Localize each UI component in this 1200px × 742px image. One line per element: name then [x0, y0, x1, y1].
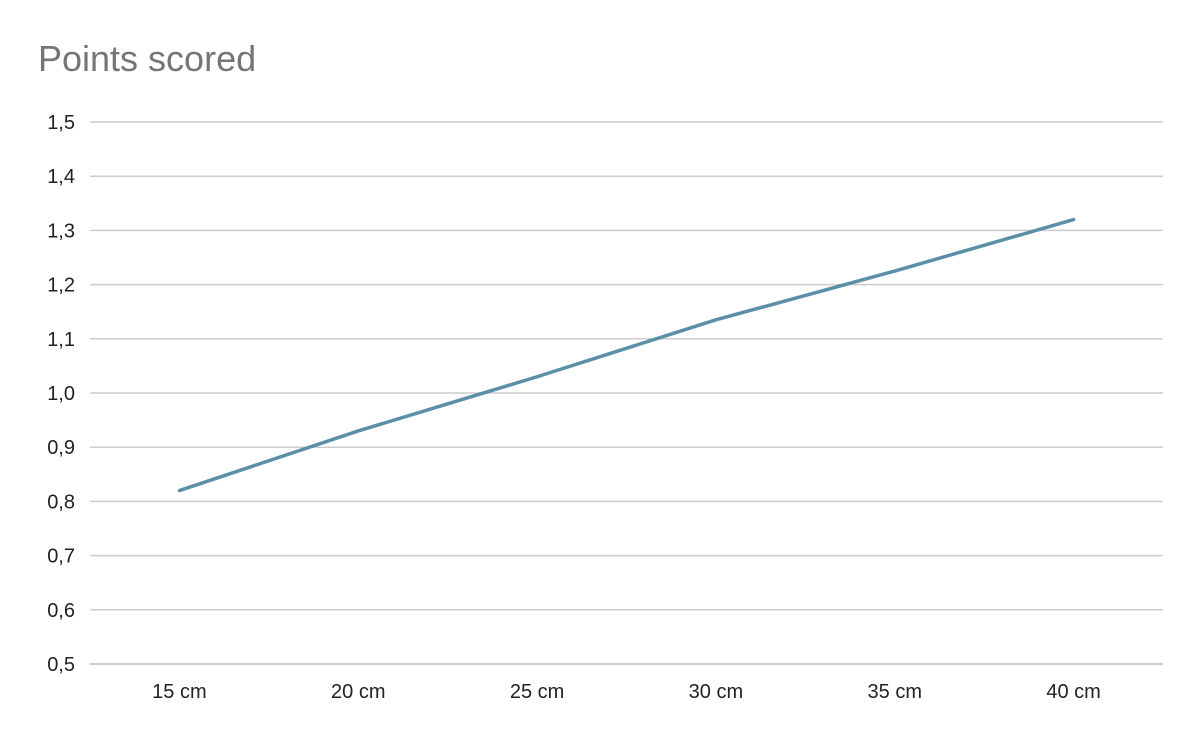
x-tick-label: 15 cm: [152, 681, 206, 703]
x-tick-label: 20 cm: [331, 681, 385, 703]
chart-title: Points scored: [38, 38, 257, 79]
y-tick-label: 0,5: [47, 654, 75, 676]
gridlines: [90, 121, 1163, 665]
x-tick-label: 35 cm: [868, 681, 922, 703]
y-tick-label: 0,8: [47, 491, 75, 513]
x-tick-label: 30 cm: [689, 681, 743, 703]
y-tick-label: 0,7: [47, 546, 75, 568]
series-layer: [177, 217, 1076, 493]
y-tick-label: 1,5: [47, 112, 75, 134]
y-tick-label: 0,9: [47, 437, 75, 459]
y-tick-label: 1,2: [47, 275, 75, 297]
series-line: [177, 217, 1076, 493]
y-tick-label: 1,1: [47, 329, 75, 351]
y-tick-label: 0,6: [47, 600, 75, 622]
y-axis-ticks: 0,5 0,6 0,7 0,8 0,9 1,0 1,1 1,2 1,3 1,4 1,5: [47, 112, 75, 676]
y-tick-label: 1,4: [47, 166, 75, 188]
y-tick-label: 1,0: [47, 383, 75, 405]
y-tick-label: 1,3: [47, 220, 75, 242]
x-tick-label: 40 cm: [1046, 681, 1100, 703]
x-tick-label: 25 cm: [510, 681, 564, 703]
x-axis-ticks: 15 cm 20 cm 25 cm 30 cm 35 cm 40 cm: [152, 681, 1101, 703]
